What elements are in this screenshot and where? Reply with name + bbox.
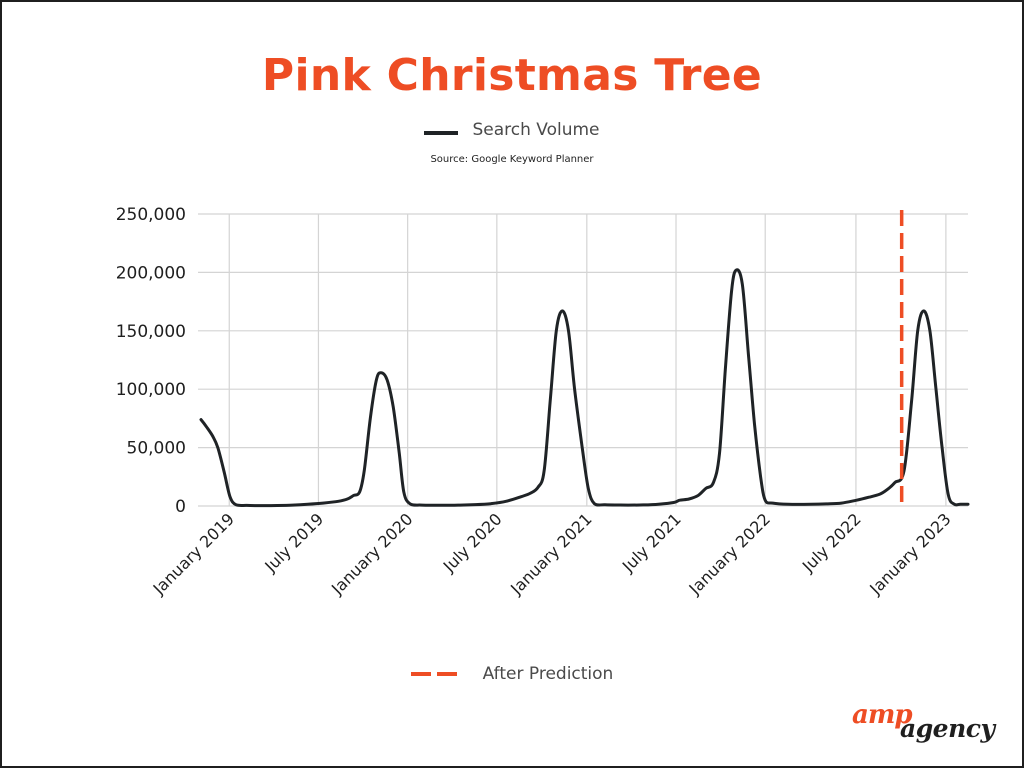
x-tick-label: July 2022 — [798, 509, 865, 576]
prediction-legend: After Prediction — [0, 664, 1024, 684]
series-legend-label: Search Volume — [472, 120, 600, 140]
y-tick-label: 100,000 — [116, 380, 186, 400]
y-tick-label: 150,000 — [116, 322, 186, 342]
series-legend-swatch — [424, 131, 459, 135]
series-legend: Search Volume — [0, 120, 1024, 140]
prediction-legend-label: After Prediction — [482, 664, 614, 684]
x-tick-label: January 2021 — [506, 509, 595, 598]
y-tick-label: 50,000 — [127, 439, 186, 459]
x-tick-label: January 2020 — [327, 509, 416, 598]
y-tick-label: 0 — [175, 497, 186, 517]
x-tick-label: July 2020 — [439, 509, 506, 576]
y-tick-label: 250,000 — [116, 205, 186, 225]
chart-title: Pink Christmas Tree — [261, 50, 763, 101]
x-tick-label: July 2019 — [260, 509, 327, 576]
logo-agency-text: agency — [900, 714, 995, 743]
x-tick-label: January 2019 — [149, 509, 238, 598]
search-volume-line — [199, 268, 970, 508]
x-tick-label: January 2023 — [865, 509, 954, 598]
source-note: Source: Google Keyword Planner — [430, 154, 594, 165]
x-tick-label: July 2021 — [618, 509, 685, 576]
logo-amp-text: amp — [852, 700, 913, 730]
y-tick-label: 200,000 — [116, 263, 186, 283]
x-tick-label: January 2022 — [685, 509, 774, 598]
prediction-legend-swatch — [410, 672, 457, 676]
